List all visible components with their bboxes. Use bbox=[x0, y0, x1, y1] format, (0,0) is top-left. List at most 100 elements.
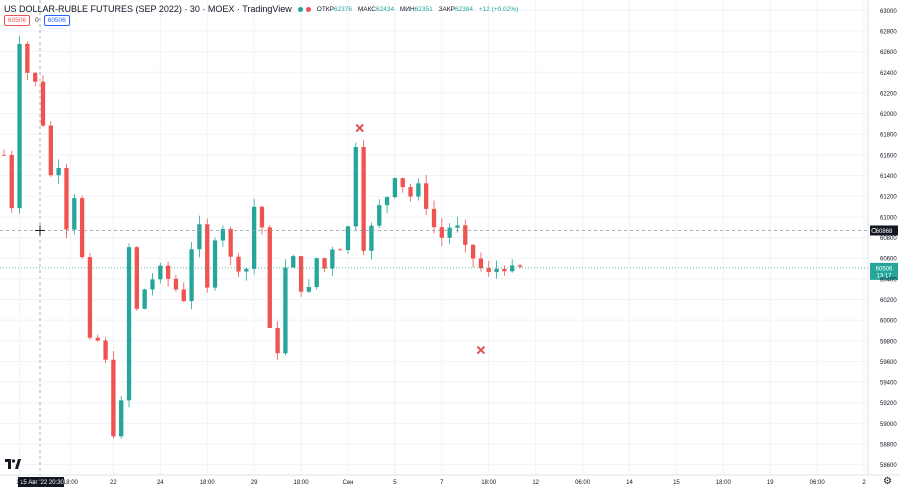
candle-body bbox=[33, 72, 38, 82]
y-tick-label: 61400 bbox=[880, 174, 897, 180]
crosshair-price-box bbox=[870, 225, 898, 236]
y-tick-label: 60200 bbox=[880, 298, 897, 304]
last-price-label: 60506 bbox=[876, 266, 893, 272]
candle-body bbox=[478, 258, 484, 269]
candle-body bbox=[212, 240, 218, 288]
candle-body bbox=[517, 265, 523, 267]
chart-grid bbox=[0, 0, 868, 475]
tradingview-logo-icon-shape bbox=[5, 459, 21, 469]
candle-body bbox=[298, 256, 304, 292]
tradingview-logo-icon[interactable] bbox=[5, 459, 21, 472]
x-tick-label: 7 bbox=[440, 480, 444, 486]
candle-body bbox=[314, 258, 319, 288]
candle-body bbox=[189, 249, 194, 302]
candle-body bbox=[267, 227, 272, 328]
candle-body bbox=[173, 278, 179, 290]
data-status-icon bbox=[305, 6, 311, 12]
y-tick-label: 63000 bbox=[880, 9, 897, 15]
y-tick-label: 61600 bbox=[880, 153, 897, 159]
x-tick-label: Сен bbox=[342, 480, 353, 486]
candle-body bbox=[228, 228, 233, 257]
candle-body bbox=[259, 206, 265, 228]
candle-body bbox=[361, 146, 366, 251]
crosshair-plus-icon bbox=[871, 227, 877, 234]
candle-body bbox=[25, 43, 30, 73]
candle-body bbox=[377, 205, 382, 226]
ohlc-values: ОТКР62376 МАКС62434 МИН62351 ЗАКР62384 +… bbox=[317, 6, 522, 13]
crosshair-date-label: 15 Авг '22 20:30 bbox=[20, 480, 65, 486]
candle-body bbox=[447, 227, 452, 238]
open-value: 62376 bbox=[333, 5, 352, 13]
y-tick-label: 59400 bbox=[880, 381, 897, 387]
y-tick-label: 59200 bbox=[880, 401, 897, 407]
y-tick-label: 62000 bbox=[880, 112, 897, 118]
gear-icon[interactable]: ⚙ bbox=[883, 476, 892, 487]
x-tick-label: 18:00 bbox=[716, 480, 732, 486]
candle-body bbox=[119, 400, 124, 437]
y-tick-label: 61800 bbox=[880, 133, 897, 139]
crosshair-date-box bbox=[18, 477, 64, 487]
y-tick-label: 62400 bbox=[880, 71, 897, 77]
x-marker-stroke bbox=[476, 345, 486, 355]
y-tick-label: 59000 bbox=[880, 422, 897, 428]
symbol-title[interactable]: US DOLLAR-RUBLE FUTURES (SEP 2022) · 30 … bbox=[4, 4, 292, 14]
candlestick-series bbox=[1, 35, 523, 439]
candle-body bbox=[408, 187, 413, 197]
candle-body bbox=[369, 225, 374, 251]
y-tick-label: 58800 bbox=[880, 443, 897, 449]
candle-body bbox=[158, 265, 163, 280]
candle-body bbox=[416, 183, 421, 197]
candle-body bbox=[197, 224, 202, 250]
x-tick-label: 15 bbox=[673, 480, 680, 486]
candle-body bbox=[17, 43, 22, 209]
candle-body bbox=[431, 208, 437, 228]
candle-body bbox=[275, 327, 280, 354]
y-tick-label: 62800 bbox=[880, 29, 897, 35]
low-label: МИН bbox=[399, 5, 415, 13]
y-tick-label: 61000 bbox=[880, 215, 897, 221]
x-tick-label: 18:00 bbox=[63, 480, 79, 486]
y-tick-label: 60400 bbox=[880, 277, 897, 283]
x-tick-label: 29 bbox=[251, 480, 258, 486]
candle-body bbox=[126, 247, 132, 401]
candle-body bbox=[470, 244, 476, 259]
markers-layer bbox=[355, 123, 486, 355]
sell-button[interactable]: 60506 bbox=[4, 15, 31, 26]
candle-body bbox=[439, 227, 444, 238]
market-status-icon bbox=[297, 6, 303, 12]
y-tick-label: 62200 bbox=[880, 91, 897, 97]
candle-body bbox=[72, 198, 77, 230]
x-tick-label: 2 bbox=[862, 480, 866, 486]
bar-countdown-label: 13:17 bbox=[876, 273, 892, 279]
candle-body bbox=[291, 256, 296, 268]
candle-body bbox=[338, 249, 343, 251]
candle-body bbox=[236, 256, 241, 272]
candle-body bbox=[111, 359, 116, 437]
chart-legend: US DOLLAR-RUBLE FUTURES (SEP 2022) · 30 … bbox=[4, 3, 522, 15]
y-tick-label: 62600 bbox=[880, 50, 897, 56]
x-tick-label: 12 bbox=[532, 480, 539, 486]
candle-body bbox=[181, 289, 186, 302]
candle-body bbox=[283, 267, 288, 354]
x-tick-label: 18:00 bbox=[294, 480, 310, 486]
candle-body bbox=[463, 225, 468, 245]
candle-body bbox=[48, 125, 53, 176]
close-value: 62384 bbox=[454, 5, 474, 13]
candle-body bbox=[150, 279, 155, 290]
candle-body bbox=[392, 178, 398, 198]
x-tick-label: 19 bbox=[767, 480, 774, 486]
candle-body bbox=[9, 154, 14, 209]
y-tick-label: 60000 bbox=[880, 319, 897, 325]
close-label: ЗАКР bbox=[438, 5, 455, 13]
candle-body bbox=[306, 287, 312, 292]
candle-body bbox=[205, 224, 210, 288]
candle-body bbox=[64, 168, 69, 230]
x-tick-label: 14 bbox=[626, 480, 633, 486]
candle-body bbox=[424, 183, 429, 209]
x-tick-label: 5 bbox=[393, 480, 397, 486]
y-tick-label: 61200 bbox=[880, 195, 897, 201]
buy-button[interactable]: 60506 bbox=[43, 15, 70, 26]
